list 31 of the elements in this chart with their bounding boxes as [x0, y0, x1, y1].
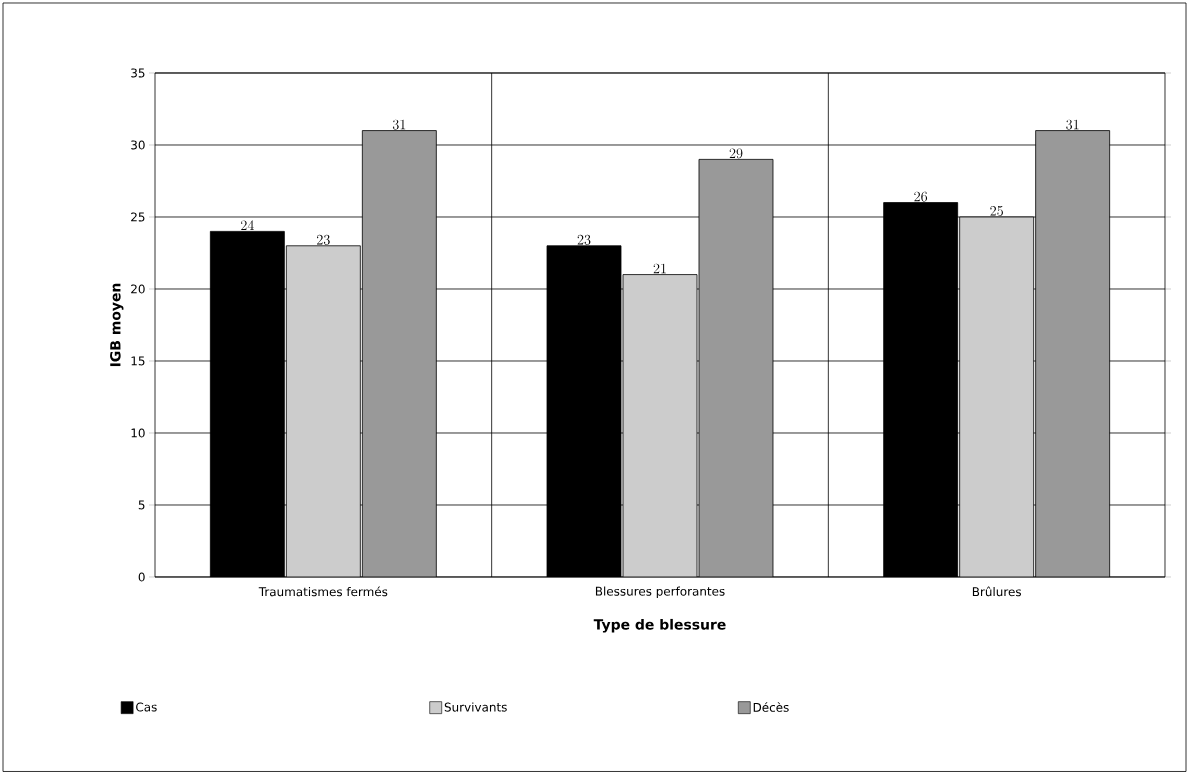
data-label: 31 [1066, 119, 1079, 130]
data-label: 24 [241, 220, 254, 230]
y-tick-label: 25 [131, 212, 145, 222]
x-axis-title: Type de blessure [593, 618, 726, 633]
y-tick-label: 30 [131, 140, 145, 150]
x-tick-label: Traumatismes fermés [258, 586, 388, 597]
data-label: 25 [990, 206, 1003, 216]
y-tick-label: 0 [138, 572, 145, 582]
y-tick-label: 15 [131, 356, 145, 366]
data-label: 23 [317, 234, 330, 245]
x-tick-label: Blessures perforantes [595, 586, 725, 599]
data-label: 21 [653, 263, 666, 274]
y-tick-label: 10 [131, 428, 145, 438]
data-label: 26 [914, 191, 928, 202]
y-tick-label: 20 [131, 284, 145, 294]
bar [1035, 130, 1111, 577]
bar [622, 274, 698, 577]
data-label: 31 [392, 119, 406, 130]
data-label: 29 [729, 148, 743, 159]
x-tick-label: Brûlures [972, 586, 1021, 597]
legend-label: Décès [753, 702, 789, 712]
legend-label: Cas [136, 702, 157, 712]
y-axis-title: IGB moyen [110, 283, 124, 367]
bar [959, 216, 1035, 577]
bar [285, 245, 361, 577]
bar [698, 158, 774, 577]
y-tick-label: 5 [138, 500, 145, 510]
y-tick-label: 35 [131, 68, 145, 78]
data-label: 23 [577, 234, 591, 245]
bar [361, 130, 437, 577]
legend-label: Survivants [444, 702, 507, 712]
